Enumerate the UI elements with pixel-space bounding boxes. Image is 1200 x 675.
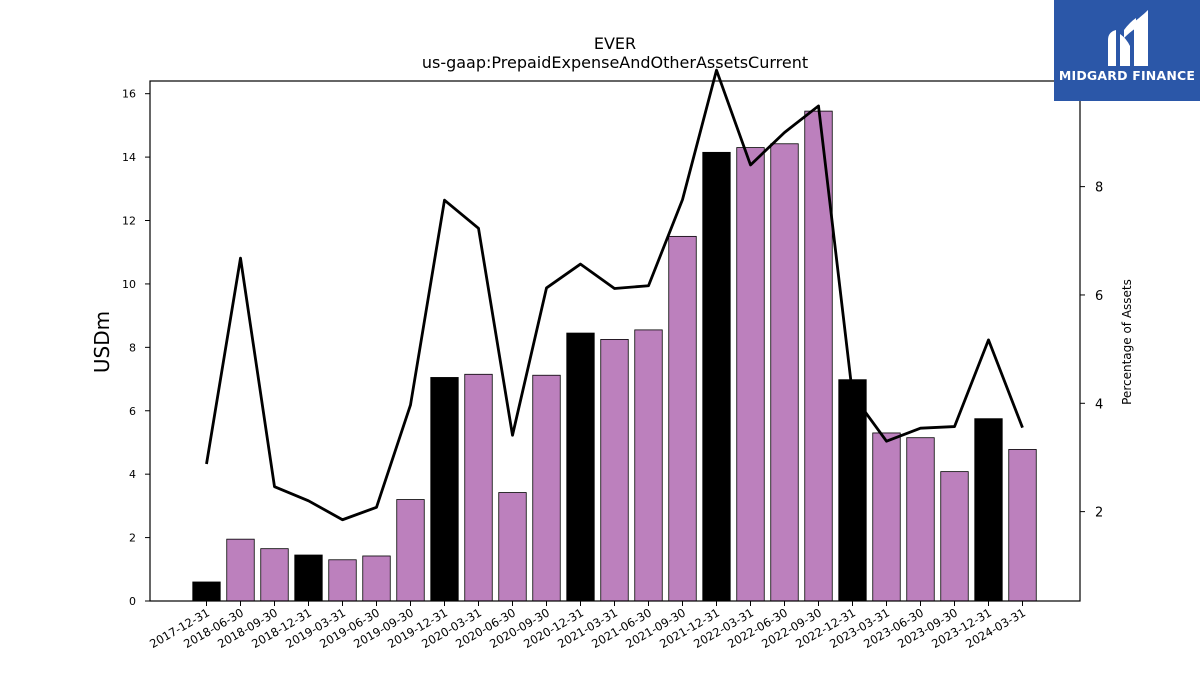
bar — [974, 418, 1003, 602]
chart-subtitle: us-gaap:PrepaidExpenseAndOtherAssetsCurr… — [422, 53, 808, 72]
y2-tick-label: 2 — [1095, 506, 1103, 521]
bar — [430, 377, 459, 602]
line-series — [205, 68, 1024, 522]
y-tick-label: 6 — [129, 405, 136, 418]
bar — [600, 339, 629, 602]
y2-tick-label: 6 — [1095, 289, 1103, 304]
bar — [294, 554, 323, 602]
bar — [396, 499, 425, 602]
y-tick-label: 4 — [129, 468, 136, 481]
bar — [328, 559, 357, 602]
midgard-finance-logo: MIDGARD FINANCE — [1054, 0, 1200, 101]
bar — [668, 235, 697, 602]
bar — [940, 471, 969, 602]
bar — [838, 379, 867, 602]
bar — [566, 332, 595, 602]
bar — [906, 437, 935, 602]
bar — [362, 555, 391, 602]
bar — [872, 432, 901, 602]
y2-axis-label: Percentage of Assets — [1120, 279, 1134, 405]
bar — [770, 143, 799, 602]
logo-text: MIDGARD FINANCE — [1058, 68, 1196, 83]
bar — [532, 374, 561, 602]
y-tick-label: 2 — [129, 532, 136, 545]
y-tick-label: 12 — [122, 215, 136, 228]
y-tick-label: 16 — [122, 88, 136, 101]
y2-tick-label: 4 — [1095, 397, 1103, 412]
y-tick-label: 0 — [129, 595, 136, 608]
y-tick-label: 8 — [129, 341, 136, 354]
bar — [736, 147, 765, 602]
bar — [1008, 449, 1037, 602]
percentage-line — [205, 68, 1024, 522]
y-tick-label: 10 — [122, 278, 136, 291]
bar — [498, 492, 527, 602]
bar — [260, 548, 289, 602]
bar — [226, 538, 255, 602]
bar — [192, 581, 221, 602]
chart-title: EVER — [594, 34, 636, 53]
bar — [634, 329, 663, 602]
logo-mark-icon — [1108, 10, 1148, 66]
bar-series — [192, 110, 1037, 602]
bar — [702, 151, 731, 602]
bar — [464, 373, 493, 602]
y-tick-label: 14 — [122, 151, 136, 164]
y2-tick-label: 8 — [1095, 181, 1103, 196]
y-axis-label: USDm — [90, 311, 114, 373]
